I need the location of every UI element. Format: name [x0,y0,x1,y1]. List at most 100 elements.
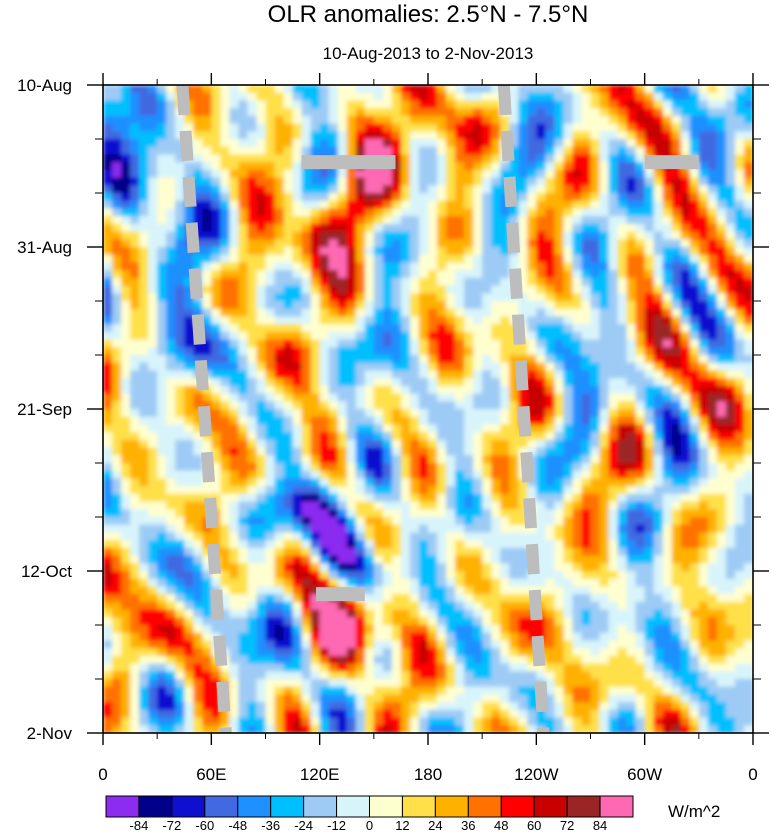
field-cell [428,231,438,240]
field-cell [707,609,718,618]
field-cell [473,563,483,572]
field-cell [437,123,447,132]
field-cell [725,270,736,279]
field-cell [355,177,366,186]
field-cell [626,277,637,287]
field-cell [229,247,240,256]
field-cell [166,594,176,603]
field-cell [157,601,167,611]
field-cell [491,193,501,202]
field-cell [446,586,456,595]
field-cell [707,154,718,163]
field-cell [121,239,131,248]
field-cell [500,470,510,480]
field-cell [193,193,203,202]
field-cell [238,216,249,225]
field-cell [644,239,655,248]
field-cell [509,524,519,534]
field-cell [563,563,574,572]
field-cell [319,254,330,264]
field-cell [157,254,167,264]
field-cell [545,493,555,503]
field-cell [157,177,167,186]
field-cell [491,439,501,449]
field-cell [716,493,727,503]
field-cell [229,123,240,132]
field-cell [725,517,736,526]
field-cell [337,177,348,186]
field-cell [238,115,249,125]
field-cell [581,393,592,402]
field-cell [707,355,718,364]
field-cell [518,478,528,487]
field-cell [437,139,447,148]
field-cell [193,146,203,156]
field-cell [103,439,113,449]
field-cell [662,270,673,279]
field-cell [409,108,420,117]
field-cell [202,547,212,557]
field-cell [725,470,736,480]
field-cell [446,239,456,248]
field-cell [599,293,610,302]
field-cell [734,331,745,341]
field-cell [509,108,519,117]
field-cell [491,486,501,495]
field-cell [229,115,240,125]
field-cell [617,324,628,333]
field-cell [346,339,357,348]
field-cell [428,308,438,318]
field-cell [446,532,456,541]
field-cell [157,285,167,294]
field-cell [319,193,330,202]
field-cell [274,200,285,210]
field-cell [256,347,267,356]
field-cell [491,262,501,271]
field-cell [256,424,267,433]
field-cell [536,115,546,125]
field-cell [310,501,321,510]
field-cell [193,177,203,186]
field-cell [157,115,167,125]
field-cell [157,293,167,302]
field-cell [644,223,655,233]
field-cell [608,139,619,148]
field-cell [319,524,330,534]
field-cell [545,154,555,163]
field-cell [437,277,447,287]
field-cell [346,617,357,626]
field-cell [491,115,501,125]
field-cell [428,432,438,441]
field-cell [418,277,429,287]
field-cell [157,416,167,426]
field-cell [283,424,294,433]
field-cell [608,493,619,503]
field-cell [437,578,447,588]
field-cell [265,571,276,580]
field-cell [743,123,753,132]
field-cell [292,247,303,256]
field-cell [437,270,447,279]
field-cell [328,501,339,510]
field-cell [148,162,158,171]
field-cell [130,154,140,163]
field-cell [446,185,456,194]
field-cell [166,154,176,163]
field-cell [166,486,176,495]
field-cell [653,85,664,94]
field-cell [689,324,700,333]
field-cell [265,308,276,318]
field-cell [346,177,357,186]
field-cell [193,524,203,534]
field-cell [148,571,158,580]
field-cell [346,254,357,264]
field-cell [491,355,501,364]
field-cell [608,301,619,310]
field-cell [247,108,258,117]
field-cell [229,517,240,526]
field-cell [680,239,691,248]
field-cell [725,247,736,256]
field-cell [518,92,528,102]
field-cell [400,385,411,395]
field-cell [112,416,122,426]
